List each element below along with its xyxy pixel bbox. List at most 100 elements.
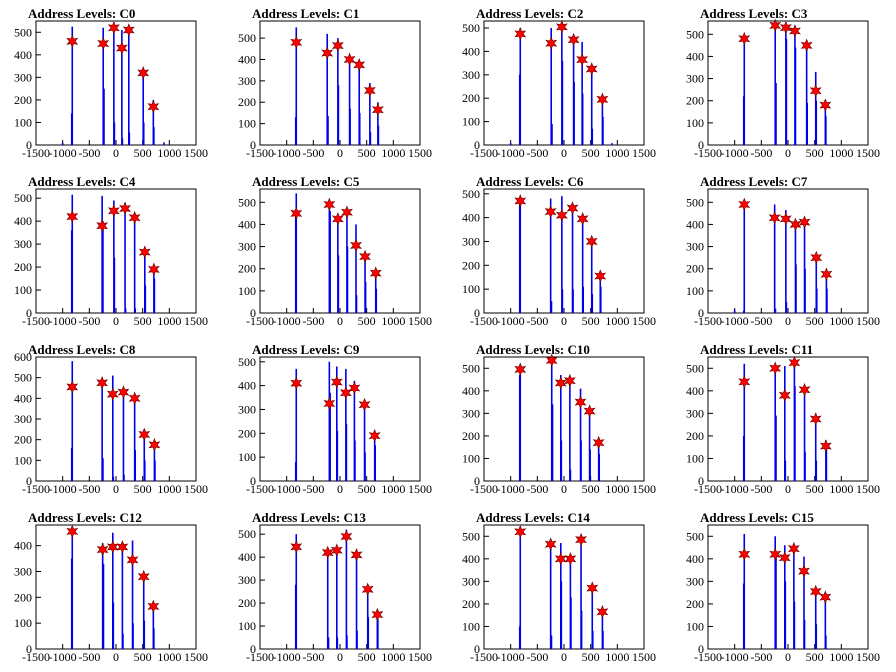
peak-marker: [106, 540, 119, 554]
peak-marker: [107, 203, 120, 218]
plot-frame: [707, 20, 869, 146]
chart-svg: 0 100 200 300 400 500 -1500-1000 -500 0 500 1000 15…: [686, 524, 880, 664]
x-tick-label: 1500: [632, 314, 656, 328]
y-tick-label: 200: [462, 429, 480, 443]
x-tick-label: -500: [78, 650, 100, 664]
chart-title: Address Levels: C0: [28, 6, 136, 21]
peak-marker: [576, 211, 589, 226]
peak-marker: [564, 551, 577, 566]
y-tick-label: 300: [686, 240, 704, 254]
y-tick-label: 100: [238, 117, 256, 131]
y-tick-label: 200: [14, 590, 32, 604]
panel-c10: 0 100 200 300 400 500 -1500 -1000 -500 0 500 1000 15…: [448, 336, 672, 504]
y-tick-label: 0: [698, 474, 704, 488]
y-tick-label: 0: [26, 642, 32, 656]
peak-marker: [769, 18, 782, 33]
y-tick-label: 400: [14, 48, 32, 62]
y-tick-label: 200: [462, 258, 480, 272]
peak-marker: [514, 194, 527, 208]
peak-marker: [128, 210, 141, 225]
y-tick-label: 0: [474, 306, 480, 320]
x-tick-label: 1500: [408, 146, 432, 160]
peak-marker: [358, 397, 371, 412]
x-tick-label: -1500: [246, 314, 274, 328]
peak-marker: [66, 34, 79, 49]
panel-c15: 0 100 200 300 400 500 -1500 -1000 -500 0 500 1000 15…: [672, 504, 896, 672]
peak-marker: [361, 582, 374, 597]
peak-marker: [107, 20, 120, 35]
x-tick-label: 1500: [632, 482, 656, 496]
chart-svg: 0 100 200 300 400 500 -1500-1000 -500 0 500 1000 15…: [238, 355, 432, 496]
y-tick-label: 400: [14, 539, 32, 553]
x-tick-label: 1000: [381, 482, 405, 496]
peak-marker: [350, 548, 363, 562]
x-tick-label: 1500: [408, 314, 432, 328]
x-tick-label: 500: [582, 482, 600, 496]
x-tick-label: 1000: [381, 314, 405, 328]
peak-marker: [341, 205, 353, 220]
peak-marker: [738, 197, 751, 212]
peak-marker: [555, 20, 568, 34]
peak-marker: [137, 569, 150, 584]
panel-c1: 0 100 200 300 400 500 -1500 -1000 -500 0 500 1000 15…: [224, 0, 448, 168]
x-tick-label: -1000: [721, 482, 749, 496]
chart-svg: 0 100 200 300 400 500 -1500-1000 -500 0 500 1000 15…: [14, 20, 208, 160]
x-tick-label: -1500: [470, 146, 498, 160]
x-tick-label: -500: [302, 650, 324, 664]
x-tick-label: -1500: [694, 650, 722, 664]
x-tick-label: -1000: [721, 650, 749, 664]
plot-frame: [259, 20, 421, 146]
panel-c0: 0 100 200 300 400 500 -1500 -1000 -500 0 500 1000 15…: [0, 0, 224, 168]
peak-marker: [348, 381, 361, 395]
x-tick-label: 500: [134, 482, 152, 496]
y-tick-label: 100: [238, 619, 256, 633]
peak-marker: [554, 376, 567, 390]
peak-marker: [147, 599, 160, 614]
x-tick-label: 1000: [605, 314, 629, 328]
x-tick-label: 0: [785, 482, 791, 496]
peak-marker: [343, 52, 356, 67]
panel-c12: 0 100 200 300 400 -1500 -1000 -500 0 500 1000 1500 A…: [0, 504, 224, 672]
x-tick-label: -1000: [497, 146, 525, 160]
chart-title: Address Levels: C1: [252, 6, 360, 21]
peak-marker: [122, 23, 135, 37]
x-tick-label: -500: [78, 314, 100, 328]
peak-marker: [574, 395, 587, 409]
x-tick-label: -1500: [246, 146, 274, 160]
peak-marker: [798, 382, 811, 397]
x-tick-label: 1500: [184, 650, 208, 664]
peak-marker: [115, 41, 128, 55]
x-tick-label: -1500: [246, 650, 274, 664]
x-tick-label: -500: [750, 314, 772, 328]
peak-marker: [66, 380, 79, 394]
peak-marker: [290, 35, 303, 50]
y-tick-label: 0: [698, 642, 704, 656]
x-tick-label: 0: [785, 146, 791, 160]
y-tick-label: 300: [686, 406, 704, 420]
y-tick-label: 300: [14, 70, 32, 84]
chart-svg: 0 100 200 300 400 500 -1500-1000 -500 0 500 1000 15…: [238, 524, 432, 664]
x-tick-label: -1000: [497, 650, 525, 664]
panel-c3: 0 100 200 300 400 500 -1500 -1000 -500 0 500 1000 15…: [672, 0, 896, 168]
chart-svg: 0 100 200 300 400 500 -1500-1000 -500 0 500 1000 15…: [14, 188, 208, 328]
peak-marker: [96, 218, 109, 233]
chart-svg: 0 100 200 300 400 500 600 -1500-1000 -500 0 500 100…: [14, 350, 208, 496]
y-tick-label: 0: [250, 642, 256, 656]
x-tick-label: 0: [561, 314, 567, 328]
y-tick-label: 100: [686, 451, 704, 465]
peak-marker: [779, 212, 792, 226]
plot-frame: [35, 356, 197, 482]
x-tick-label: 1500: [184, 314, 208, 328]
y-tick-label: 600: [14, 350, 32, 364]
peak-marker: [789, 24, 801, 38]
plot-frame: [707, 356, 869, 482]
y-tick-label: 100: [238, 284, 256, 298]
y-tick-label: 400: [238, 379, 256, 393]
peak-marker: [138, 245, 151, 259]
peak-marker: [789, 217, 802, 232]
peak-marker: [554, 551, 567, 566]
x-tick-label: 0: [337, 314, 343, 328]
x-tick-label: 500: [358, 146, 376, 160]
peak-marker: [290, 539, 303, 554]
